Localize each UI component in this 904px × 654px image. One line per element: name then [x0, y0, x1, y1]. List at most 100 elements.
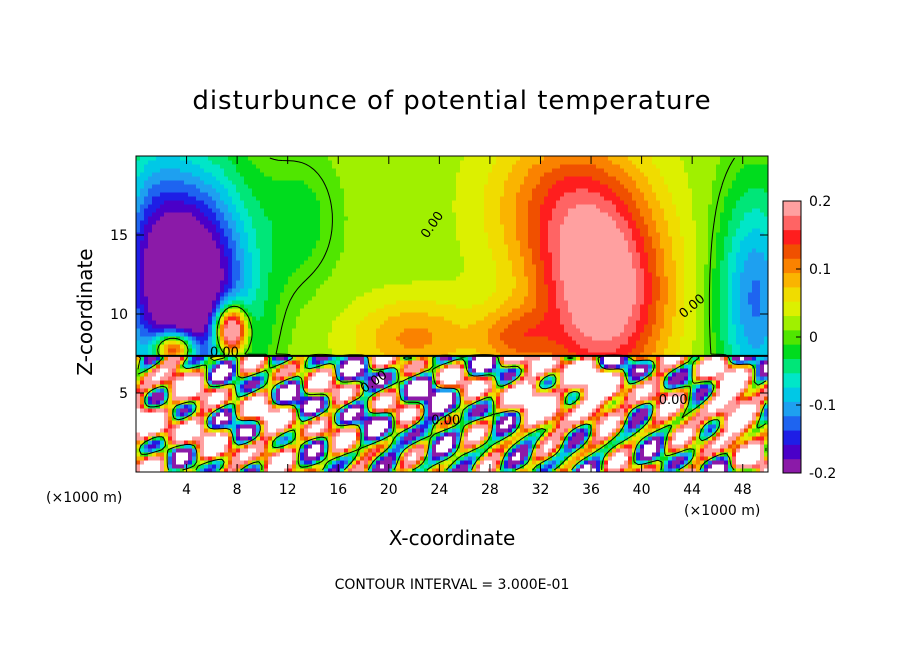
heatmap-cell — [312, 356, 317, 361]
heatmap-cell — [556, 396, 561, 401]
heatmap-cell — [688, 436, 693, 441]
heatmap-cell — [336, 352, 341, 357]
heatmap-cell — [476, 432, 481, 437]
heatmap-cell — [496, 364, 501, 369]
heatmap-cell — [728, 380, 733, 385]
heatmap-cell — [620, 416, 625, 421]
heatmap-cell — [472, 348, 477, 353]
heatmap-cell — [744, 380, 749, 385]
heatmap-cell — [356, 356, 361, 361]
heatmap-cell — [660, 352, 665, 357]
heatmap-cell — [516, 452, 521, 457]
heatmap-cell — [416, 368, 421, 373]
heatmap-cell — [444, 412, 449, 417]
heatmap-cell — [420, 408, 425, 413]
heatmap-cell — [280, 396, 285, 401]
heatmap-cell — [148, 420, 153, 425]
heatmap-cell — [412, 388, 417, 393]
heatmap-cell — [476, 448, 481, 453]
heatmap-cell — [564, 392, 569, 397]
heatmap-cell — [528, 428, 533, 433]
heatmap-cell — [352, 380, 357, 385]
heatmap-cell — [484, 408, 489, 413]
heatmap-cell — [276, 360, 281, 365]
heatmap-cell — [324, 384, 329, 389]
heatmap-cell — [160, 376, 165, 381]
heatmap-cell — [264, 376, 269, 381]
heatmap-cell — [224, 396, 229, 401]
heatmap-cell — [356, 428, 361, 433]
heatmap-cell — [392, 392, 397, 397]
heatmap-cell — [668, 388, 673, 393]
heatmap-cell — [420, 364, 425, 369]
heatmap-cell — [596, 452, 601, 457]
heatmap-cell — [264, 348, 269, 353]
heatmap-cell — [476, 468, 481, 472]
heatmap-cell — [228, 464, 233, 469]
heatmap-cell — [336, 392, 341, 397]
heatmap-cell — [660, 420, 665, 425]
heatmap-cell — [304, 444, 309, 449]
heatmap-cell — [512, 356, 517, 361]
heatmap-cell — [292, 380, 297, 385]
heatmap-cell — [360, 440, 365, 445]
heatmap-cell — [288, 416, 293, 421]
heatmap-cell — [640, 416, 645, 421]
heatmap-cell — [488, 376, 493, 381]
heatmap-cell — [732, 420, 737, 425]
heatmap-cell — [564, 388, 569, 393]
heatmap-cell — [764, 440, 768, 445]
heatmap-cell — [700, 464, 705, 469]
heatmap-cell — [436, 388, 441, 393]
heatmap-cell — [356, 444, 361, 449]
heatmap-cell — [292, 456, 297, 461]
heatmap-cell — [508, 432, 513, 437]
heatmap-cell — [220, 388, 225, 393]
heatmap-cell — [660, 428, 665, 433]
heatmap-cell — [740, 428, 745, 433]
heatmap-cell — [760, 464, 765, 469]
heatmap-cell — [504, 356, 509, 361]
heatmap-cell — [676, 464, 681, 469]
heatmap-cell — [204, 392, 209, 397]
heatmap-cell — [220, 416, 225, 421]
heatmap-cell — [564, 432, 569, 437]
heatmap-cell — [152, 396, 157, 401]
heatmap-cell — [620, 464, 625, 469]
heatmap-cell — [404, 464, 409, 469]
heatmap-cell — [216, 456, 221, 461]
heatmap-cell — [252, 404, 257, 409]
heatmap-cell — [716, 416, 721, 421]
heatmap-cell — [472, 400, 477, 405]
heatmap-cell — [504, 420, 509, 425]
heatmap-cell — [136, 400, 141, 405]
heatmap-cell — [568, 448, 573, 453]
heatmap-cell — [324, 412, 329, 417]
heatmap-cell — [332, 444, 337, 449]
heatmap-cell — [620, 424, 625, 429]
heatmap-cell — [156, 372, 161, 377]
heatmap-cell — [696, 432, 701, 437]
heatmap-cell — [612, 460, 617, 465]
heatmap-cell — [412, 464, 417, 469]
heatmap-cell — [344, 368, 349, 373]
heatmap-cell — [164, 388, 169, 393]
heatmap-cell — [764, 384, 768, 389]
heatmap-cell — [520, 468, 525, 472]
heatmap-cell — [244, 440, 249, 445]
heatmap-cell — [364, 344, 369, 349]
heatmap-cell — [140, 388, 145, 393]
heatmap-cell — [632, 384, 637, 389]
heatmap-cell — [708, 444, 713, 449]
heatmap-cell — [260, 388, 265, 393]
heatmap-cell — [648, 464, 653, 469]
heatmap-cell — [260, 408, 265, 413]
heatmap-cell — [308, 416, 313, 421]
heatmap-cell — [764, 412, 768, 417]
heatmap-cell — [508, 344, 513, 349]
heatmap-cell — [464, 408, 469, 413]
heatmap-cell — [160, 464, 165, 469]
heatmap-cell — [508, 404, 513, 409]
heatmap-cell — [612, 448, 617, 453]
